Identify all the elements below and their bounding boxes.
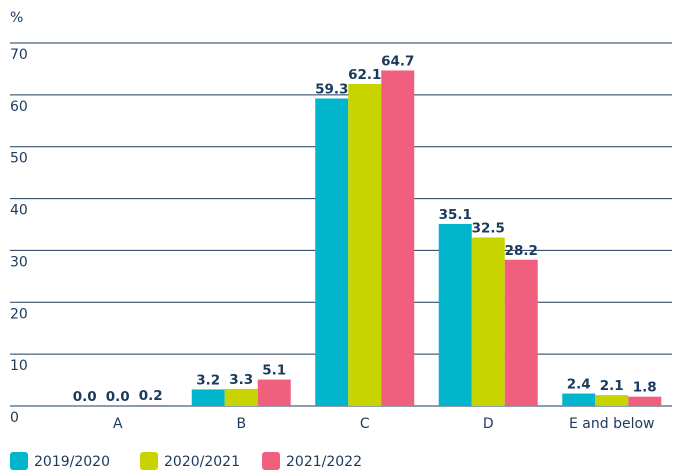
y-tick-label: 60 [10,99,28,115]
bar [504,259,538,406]
x-tick-label: B [236,416,246,432]
y-tick-label: 70 [10,47,28,63]
value-label: 32.5 [472,220,505,236]
y-tick-label: 30 [10,254,28,270]
x-tick-label: C [360,416,370,432]
bar [348,83,382,407]
bar [134,404,168,406]
value-label: 64.7 [381,53,414,69]
value-label: 0.0 [106,389,130,405]
bar [595,395,629,406]
y-tick-label: 10 [10,358,28,374]
x-tick-label: D [483,416,494,432]
value-label: 1.8 [633,380,657,396]
legend-label: 2020/2021 [164,454,240,470]
value-label: 5.1 [262,363,286,379]
bar [191,389,225,406]
legend-swatch [10,452,28,470]
x-tick-label: E and below [569,416,655,432]
y-tick-label: 0 [10,410,19,426]
value-label: 2.1 [600,378,624,394]
y-tick-label: 40 [10,203,28,219]
value-label: 35.1 [439,207,472,223]
legend-swatch [262,452,280,470]
x-tick-label: A [113,416,123,432]
bar [257,379,291,406]
value-label: 3.3 [229,372,253,388]
bar [438,223,472,406]
value-label: 59.3 [315,81,348,97]
value-label: 2.4 [567,377,591,393]
value-label: 0.0 [73,389,97,405]
value-label: 3.2 [196,372,220,388]
legend-label: 2019/2020 [34,454,110,470]
value-label: 0.2 [139,388,163,404]
legend-swatch [140,452,158,470]
y-tick-label: 50 [10,151,28,167]
bar [224,388,258,406]
bar [471,237,505,406]
value-label: 28.2 [505,243,538,259]
bar [562,393,596,406]
bar [381,70,415,406]
y-axis-label: % [10,10,23,26]
value-label: 62.1 [348,67,381,83]
y-tick-label: 20 [10,306,28,322]
bar [315,98,349,406]
legend-label: 2021/2022 [286,454,362,470]
bar [628,396,662,406]
